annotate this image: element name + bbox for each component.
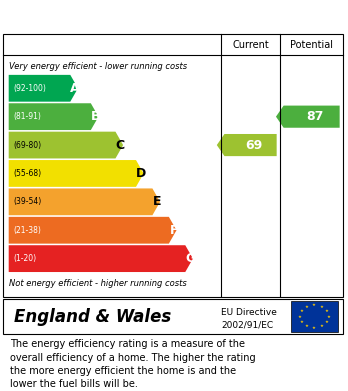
Text: G: G xyxy=(185,252,195,265)
Text: ★: ★ xyxy=(325,320,329,324)
Text: EU Directive: EU Directive xyxy=(221,308,277,317)
Text: ★: ★ xyxy=(300,309,303,313)
Polygon shape xyxy=(9,103,98,130)
Polygon shape xyxy=(217,134,277,156)
Text: C: C xyxy=(116,138,125,152)
Polygon shape xyxy=(9,245,193,272)
Polygon shape xyxy=(9,132,123,158)
Text: Energy Efficiency Rating: Energy Efficiency Rating xyxy=(9,9,229,24)
Text: England & Wales: England & Wales xyxy=(14,307,171,325)
Text: Current: Current xyxy=(232,39,269,50)
Text: E: E xyxy=(153,196,161,208)
Text: 87: 87 xyxy=(307,110,324,123)
Polygon shape xyxy=(9,160,144,187)
Polygon shape xyxy=(9,217,176,244)
Text: 2002/91/EC: 2002/91/EC xyxy=(221,320,273,329)
Text: A: A xyxy=(70,82,80,95)
Text: ★: ★ xyxy=(300,320,303,324)
Text: The energy efficiency rating is a measure of the
overall efficiency of a home. T: The energy efficiency rating is a measur… xyxy=(10,339,256,389)
Text: Potential: Potential xyxy=(290,39,333,50)
Text: F: F xyxy=(169,224,178,237)
Text: B: B xyxy=(91,110,101,123)
Text: (1-20): (1-20) xyxy=(13,254,36,263)
Text: Not energy efficient - higher running costs: Not energy efficient - higher running co… xyxy=(9,279,187,288)
Text: (55-68): (55-68) xyxy=(13,169,41,178)
Text: (81-91): (81-91) xyxy=(13,112,41,121)
Text: Very energy efficient - lower running costs: Very energy efficient - lower running co… xyxy=(9,62,187,71)
Text: 69: 69 xyxy=(245,138,263,152)
Text: ★: ★ xyxy=(298,314,301,319)
Text: ★: ★ xyxy=(319,305,323,309)
Bar xyxy=(291,301,338,332)
Text: ★: ★ xyxy=(327,314,331,319)
Text: (21-38): (21-38) xyxy=(13,226,41,235)
Text: (39-54): (39-54) xyxy=(13,197,41,206)
Text: ★: ★ xyxy=(305,305,309,309)
Polygon shape xyxy=(9,188,160,215)
Polygon shape xyxy=(9,75,78,102)
Text: D: D xyxy=(136,167,146,180)
Polygon shape xyxy=(276,106,340,128)
Text: ★: ★ xyxy=(312,326,316,330)
Text: ★: ★ xyxy=(325,309,329,313)
Text: ★: ★ xyxy=(305,324,309,328)
Text: ★: ★ xyxy=(319,324,323,328)
Text: (69-80): (69-80) xyxy=(13,140,41,149)
Text: (92-100): (92-100) xyxy=(13,84,46,93)
Text: ★: ★ xyxy=(312,303,316,307)
